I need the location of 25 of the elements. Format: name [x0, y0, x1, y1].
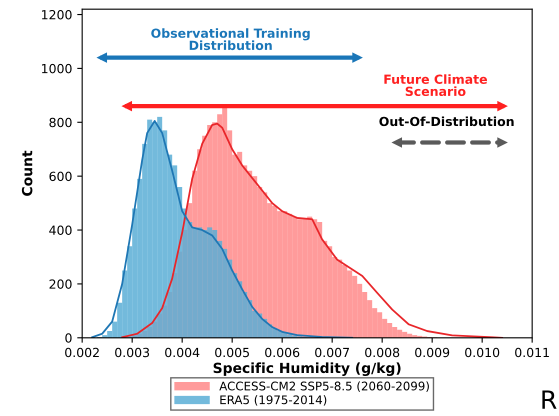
x-axis-title: Specific Humidity (g/kg) — [214, 362, 401, 376]
y-tick-label: 1200 — [42, 10, 72, 20]
y-tick-label: 400 — [49, 226, 72, 235]
y-tick-label: 200 — [50, 279, 72, 289]
x-tick-label: 0.009 — [415, 348, 450, 358]
y-tick-label: 600 — [49, 172, 72, 182]
annotation: Observational Training Distribution — [151, 28, 310, 50]
annotation: Out-Of-Distribution — [379, 116, 514, 126]
x-tick-label: 0.003 — [115, 348, 150, 358]
x-tick-label: 0.008 — [365, 348, 400, 358]
y-tick-label: 0 — [65, 333, 72, 343]
y-tick-label: 1000 — [42, 64, 72, 74]
x-tick-label: 0.004 — [165, 348, 200, 358]
x-tick-label: 0.007 — [315, 348, 349, 358]
annotation: Future Climate Scenario — [384, 74, 487, 96]
y-axis-title: Count — [22, 150, 32, 196]
x-tick-label: 0.011 — [515, 348, 549, 358]
legend-label: ACCESS-CM2 SSP5-8.5 (2060-2099) — [219, 381, 429, 392]
legend-label: ERA5 (1975-2014) — [220, 395, 326, 406]
x-tick-label: 0.010 — [465, 348, 500, 358]
x-tick-label: 0.002 — [65, 348, 99, 358]
x-tick-label: 0.006 — [265, 348, 300, 358]
text: R — [542, 390, 557, 409]
x-tick-label: 0.005 — [215, 348, 249, 358]
y-tick-label: 800 — [49, 118, 72, 128]
